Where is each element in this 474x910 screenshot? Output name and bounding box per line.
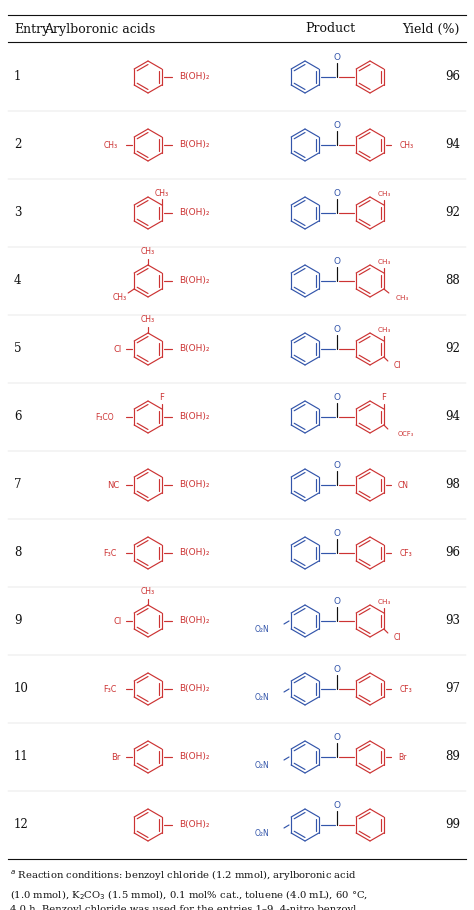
Text: CH₃: CH₃ <box>377 327 391 333</box>
Text: 4: 4 <box>14 275 21 288</box>
Text: O: O <box>334 120 341 129</box>
Text: 11: 11 <box>14 751 29 763</box>
Text: 5: 5 <box>14 342 21 356</box>
Text: 99: 99 <box>445 818 460 832</box>
Text: B(OH)₂: B(OH)₂ <box>179 277 209 286</box>
Text: 97: 97 <box>445 682 460 695</box>
Text: O: O <box>334 392 341 401</box>
Text: 1: 1 <box>14 70 21 84</box>
Text: O₂N: O₂N <box>254 624 269 633</box>
Text: 7: 7 <box>14 479 21 491</box>
Text: O₂N: O₂N <box>254 761 269 770</box>
Text: B(OH)₂: B(OH)₂ <box>179 821 209 830</box>
Text: B(OH)₂: B(OH)₂ <box>179 684 209 693</box>
Text: $^{a}$ Reaction conditions: benzoyl chloride (1.2 mmol), arylboronic acid
(1.0 m: $^{a}$ Reaction conditions: benzoyl chlo… <box>10 869 368 910</box>
Text: CH₃: CH₃ <box>377 599 391 605</box>
Text: O: O <box>334 325 341 333</box>
Text: Yield (%): Yield (%) <box>402 23 460 35</box>
Text: CH₃: CH₃ <box>396 295 409 301</box>
Text: CH₃: CH₃ <box>377 259 391 265</box>
Text: 92: 92 <box>445 207 460 219</box>
Text: Product: Product <box>305 23 355 35</box>
Text: CH₃: CH₃ <box>155 188 169 197</box>
Text: O₂N: O₂N <box>254 828 269 837</box>
Text: 94: 94 <box>445 138 460 151</box>
Text: O₂N: O₂N <box>254 693 269 702</box>
Text: O: O <box>334 596 341 605</box>
Text: B(OH)₂: B(OH)₂ <box>179 412 209 421</box>
Text: 3: 3 <box>14 207 21 219</box>
Text: B(OH)₂: B(OH)₂ <box>179 616 209 625</box>
Text: 96: 96 <box>445 547 460 560</box>
Text: O: O <box>334 188 341 197</box>
Text: Br: Br <box>111 753 121 762</box>
Text: 98: 98 <box>445 479 460 491</box>
Text: 93: 93 <box>445 614 460 628</box>
Text: O: O <box>334 53 341 62</box>
Text: CH₃: CH₃ <box>377 191 391 197</box>
Text: CH₃: CH₃ <box>141 248 155 257</box>
Text: Arylboronic acids: Arylboronic acids <box>45 23 155 35</box>
Text: Cl: Cl <box>114 345 122 353</box>
Text: F₃C: F₃C <box>104 684 117 693</box>
Text: 2: 2 <box>14 138 21 151</box>
Text: 89: 89 <box>445 751 460 763</box>
Text: 88: 88 <box>445 275 460 288</box>
Text: 8: 8 <box>14 547 21 560</box>
Text: O: O <box>334 460 341 470</box>
Text: F: F <box>159 393 164 402</box>
Text: OCF₃: OCF₃ <box>398 431 414 437</box>
Text: B(OH)₂: B(OH)₂ <box>179 345 209 353</box>
Text: B(OH)₂: B(OH)₂ <box>179 208 209 217</box>
Text: 6: 6 <box>14 410 21 423</box>
Text: B(OH)₂: B(OH)₂ <box>179 480 209 490</box>
Text: Entry: Entry <box>14 23 49 35</box>
Text: B(OH)₂: B(OH)₂ <box>179 753 209 762</box>
Text: B(OH)₂: B(OH)₂ <box>179 140 209 149</box>
Text: CH₃: CH₃ <box>400 140 414 149</box>
Text: CH₃: CH₃ <box>104 140 118 149</box>
Text: Br: Br <box>398 753 406 762</box>
Text: 9: 9 <box>14 614 21 628</box>
Text: CF₃: CF₃ <box>400 549 413 558</box>
Text: CH₃: CH₃ <box>113 294 127 302</box>
Text: 92: 92 <box>445 342 460 356</box>
Text: F: F <box>382 393 386 402</box>
Text: O: O <box>334 257 341 266</box>
Text: O: O <box>334 733 341 742</box>
Text: F₃CO: F₃CO <box>95 412 114 421</box>
Text: O: O <box>334 664 341 673</box>
Text: CF₃: CF₃ <box>400 684 413 693</box>
Text: O: O <box>334 801 341 810</box>
Text: B(OH)₂: B(OH)₂ <box>179 549 209 558</box>
Text: CN: CN <box>398 480 409 490</box>
Text: 96: 96 <box>445 70 460 84</box>
Text: NC: NC <box>107 480 119 490</box>
Text: 10: 10 <box>14 682 29 695</box>
Text: F₃C: F₃C <box>104 549 117 558</box>
Text: B(OH)₂: B(OH)₂ <box>179 73 209 82</box>
Text: 94: 94 <box>445 410 460 423</box>
Text: Cl: Cl <box>394 633 401 642</box>
Text: CH₃: CH₃ <box>141 588 155 596</box>
Text: CH₃: CH₃ <box>141 316 155 325</box>
Text: 12: 12 <box>14 818 29 832</box>
Text: O: O <box>334 529 341 538</box>
Text: Cl: Cl <box>394 361 401 370</box>
Text: Cl: Cl <box>114 616 122 625</box>
